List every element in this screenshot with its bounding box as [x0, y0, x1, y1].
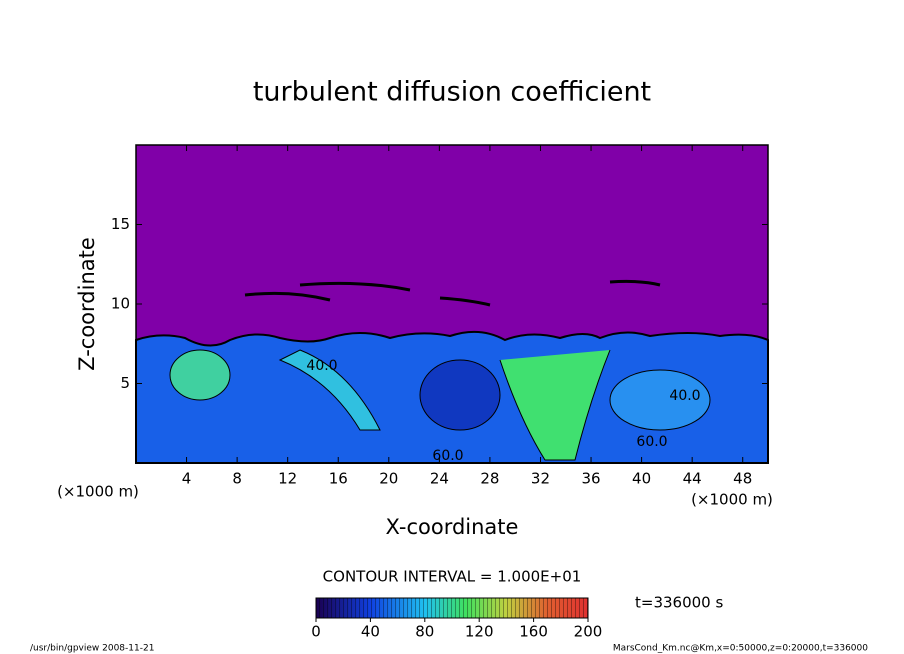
- x-tick-label: 8: [232, 470, 242, 488]
- y-tick-label: 5: [120, 374, 130, 392]
- x-axis-label: X-coordinate: [386, 515, 519, 539]
- x-tick-label: 24: [430, 470, 449, 488]
- x-tick-label: 16: [329, 470, 348, 488]
- x-tick-label: 12: [278, 470, 297, 488]
- x-tick-label: 48: [733, 470, 752, 488]
- colorbar-tick-label: 160: [519, 623, 548, 641]
- x-tick-label: 44: [683, 470, 702, 488]
- colorbar-frame: [315, 597, 589, 619]
- colorbar-tick-label: 40: [361, 623, 380, 641]
- colorbar-tick-label: 0: [311, 623, 321, 641]
- contour-label: 60.0: [636, 434, 667, 450]
- colorbar-tick-label: 120: [465, 623, 494, 641]
- footer: /usr/bin/gpview 2008-11-21: [30, 644, 154, 654]
- x-tick-label: 32: [531, 470, 550, 488]
- contour-line: [244, 279, 661, 307]
- footer: MarsCond_Km.nc@Km,x=0:50000,z=0:20000,t=…: [613, 644, 868, 654]
- colorbar-tick-label: 80: [415, 623, 434, 641]
- x-tick-label: 40: [632, 470, 651, 488]
- contour-label: 40.0: [669, 388, 700, 404]
- y-axis-label: Z-coordinate: [75, 237, 99, 371]
- y-tick-label: 15: [111, 215, 130, 233]
- x-unit: (×1000 m): [691, 491, 773, 509]
- x-unit: (×1000 m): [57, 483, 139, 501]
- eddy: [169, 349, 231, 401]
- eddy: [609, 369, 711, 431]
- chart-title: turbulent diffusion coefficient: [253, 77, 651, 108]
- x-tick-label: 4: [182, 470, 192, 488]
- eddy: [419, 359, 501, 431]
- x-tick-label: 36: [581, 470, 600, 488]
- eddy: [499, 349, 611, 461]
- eddy: [278, 349, 381, 431]
- y-tick-label: 10: [111, 295, 130, 313]
- colorbar-tick-label: 200: [574, 623, 603, 641]
- x-tick-label: 28: [480, 470, 499, 488]
- time-label: t=336000 s: [635, 594, 723, 612]
- x-tick-label: 20: [379, 470, 398, 488]
- contour-label: 40.0: [306, 358, 337, 374]
- contour-interval: CONTOUR INTERVAL = 1.000E+01: [323, 568, 582, 586]
- field: [135, 144, 769, 464]
- contour-label: 60.0: [432, 448, 463, 464]
